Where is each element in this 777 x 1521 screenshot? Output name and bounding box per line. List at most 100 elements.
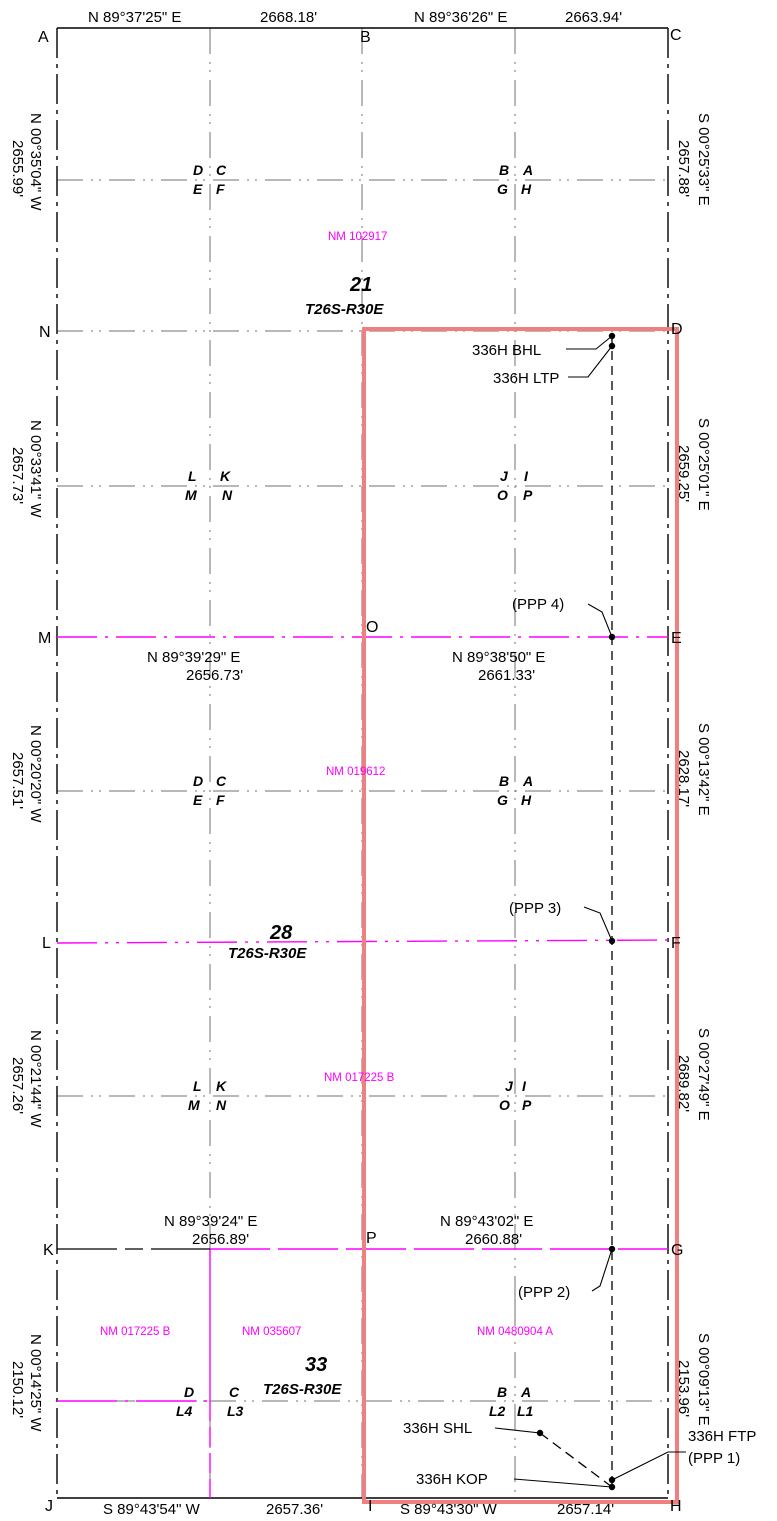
section-33-number: 33 [305,1354,327,1376]
left-distance-1: 2655.99' [9,140,26,197]
left-distance-4: 2657.26' [9,1057,26,1114]
line-M-bearings: N 89°39'29" E 2656.73' N 89°38'50" E 266… [147,649,545,684]
lease-labels: NM 102917 NM 019612 NM 017225 B NM 01722… [100,231,553,1338]
qq-I-28: I [522,1078,527,1094]
section-28-township: T26S-R30E [228,945,307,962]
corner-F: F [671,935,681,952]
qq-B-33: B [497,1384,507,1400]
label-ppp2: (PPP 2) [518,1284,570,1301]
qq-J: J [500,468,509,484]
corner-O: O [366,619,378,636]
qq-F: F [216,181,225,197]
corner-D: D [671,321,683,338]
left-distance-5: 2150.12' [9,1361,26,1418]
left-bearing-5: N 00°14'25" W [27,1334,44,1432]
qq-K: K [220,468,231,484]
qq-P: P [523,487,533,503]
bottom-left-distance: 2657.36' [266,1501,323,1518]
label-ppp4: (PPP 4) [512,596,564,613]
section-21-township: T26S-R30E [305,301,384,318]
qq-labels-sec28: D C E F B A G H L K M N J I O P [188,773,533,1113]
lease-nm-017225b-sec33: NM 017225 B [100,1326,171,1338]
line-M-right-bearing: N 89°38'50" E [452,649,545,666]
corner-G: G [671,1242,683,1259]
right-bearings: S 00°25'33" E 2657.88' S 00°25'01" E 265… [675,113,712,1426]
qq-L2-33: L2 [489,1403,506,1419]
qq-D-33: D [184,1384,194,1400]
section-21-number: 21 [349,274,372,296]
line-M-right-distance: 2661.33' [478,667,535,684]
line-M-left-bearing: N 89°39'29" E [147,649,240,666]
corner-I: I [368,1498,372,1515]
section-28-number: 28 [269,922,293,944]
qq-O-28: O [499,1097,510,1113]
qq-C-28: C [216,773,227,789]
qq-A: A [522,162,533,178]
bottom-right-distance: 2657.14' [557,1501,614,1518]
label-kop: 336H KOP [416,1471,488,1488]
right-bearing-1: S 00°25'33" E [695,113,712,206]
qq-K-28: K [216,1078,227,1094]
bottom-left-bearing: S 89°43'54" W [103,1501,201,1518]
section-33-label: 33 T26S-R30E [263,1354,342,1398]
qq-M: M [185,487,197,503]
corner-L: L [42,935,51,952]
line-K-bearings: N 89°39'24" E 2656.89' N 89°43'02" E 266… [164,1213,533,1248]
right-distance-1: 2657.88' [675,140,692,197]
left-bearing-2: N 00°33'41" W [27,420,44,518]
left-bearings: N 00°35'04" W 2655.99' N 00°33'41" W 265… [9,113,44,1432]
corner-C: C [670,27,682,44]
corner-A: A [38,29,49,46]
qq-O: O [497,487,508,503]
lease-nm-019612: NM 019612 [326,766,385,778]
left-distance-2: 2657.73' [9,447,26,504]
qq-B: B [499,162,509,178]
corner-J: J [45,1498,53,1515]
qq-L-28: L [193,1078,202,1094]
qq-H: H [521,181,532,197]
corner-B: B [360,29,371,46]
qq-H-28: H [521,792,532,808]
qq-D: D [193,162,203,178]
label-ppp1: (PPP 1) [688,1450,740,1467]
right-bearing-2: S 00°25'01" E [695,418,712,511]
corner-E: E [671,630,682,647]
qq-C-33: C [229,1384,240,1400]
line-M-left-distance: 2656.73' [186,667,243,684]
lease-nm-017225b-sec28: NM 017225 B [324,1072,395,1084]
section-33-township: T26S-R30E [263,1381,342,1398]
qq-L1-33: L1 [517,1403,534,1419]
qq-E-28: E [193,792,203,808]
qq-L: L [188,468,197,484]
left-distance-3: 2657.51' [9,752,26,809]
qq-labels-sec21: D C E F B A G H L K M N J I O P [185,162,533,503]
lease-nm-102917: NM 102917 [328,231,387,243]
qq-P-28: P [522,1097,532,1113]
qq-C: C [216,162,227,178]
lease-nm-035607: NM 035607 [242,1326,301,1338]
label-shl: 336H SHL [403,1420,472,1437]
label-ftp: 336H FTP [688,1428,756,1445]
top-right-bearing: N 89°36'26" E [414,9,507,26]
section-28-label: 28 T26S-R30E [228,922,307,962]
well-point-labels: 336H BHL 336H LTP (PPP 4) (PPP 3) (PPP 2… [403,342,756,1488]
qq-L3-33: L3 [227,1403,244,1419]
qq-A-33: A [520,1384,531,1400]
qq-D-28: D [193,773,203,789]
line-K-left-bearing: N 89°39'24" E [164,1213,257,1230]
top-left-distance: 2668.18' [260,9,317,26]
qq-M-28: M [188,1097,200,1113]
qq-G: G [497,181,508,197]
qq-labels-sec33: D C L4 L3 B A L2 L1 [176,1384,534,1419]
top-bearings: N 89°37'25" E 2668.18' N 89°36'26" E 266… [88,9,622,26]
section-boundary [56,27,669,1499]
top-right-distance: 2663.94' [565,9,622,26]
line-K-left-distance: 2656.89' [192,1231,249,1248]
left-bearing-3: N 00°20'20" W [27,725,44,823]
qq-B-28: B [499,773,509,789]
corner-N: N [39,324,51,341]
qq-N-28: N [216,1097,227,1113]
qq-G-28: G [497,792,508,808]
qq-N: N [222,487,233,503]
qq-J-28: J [505,1078,514,1094]
